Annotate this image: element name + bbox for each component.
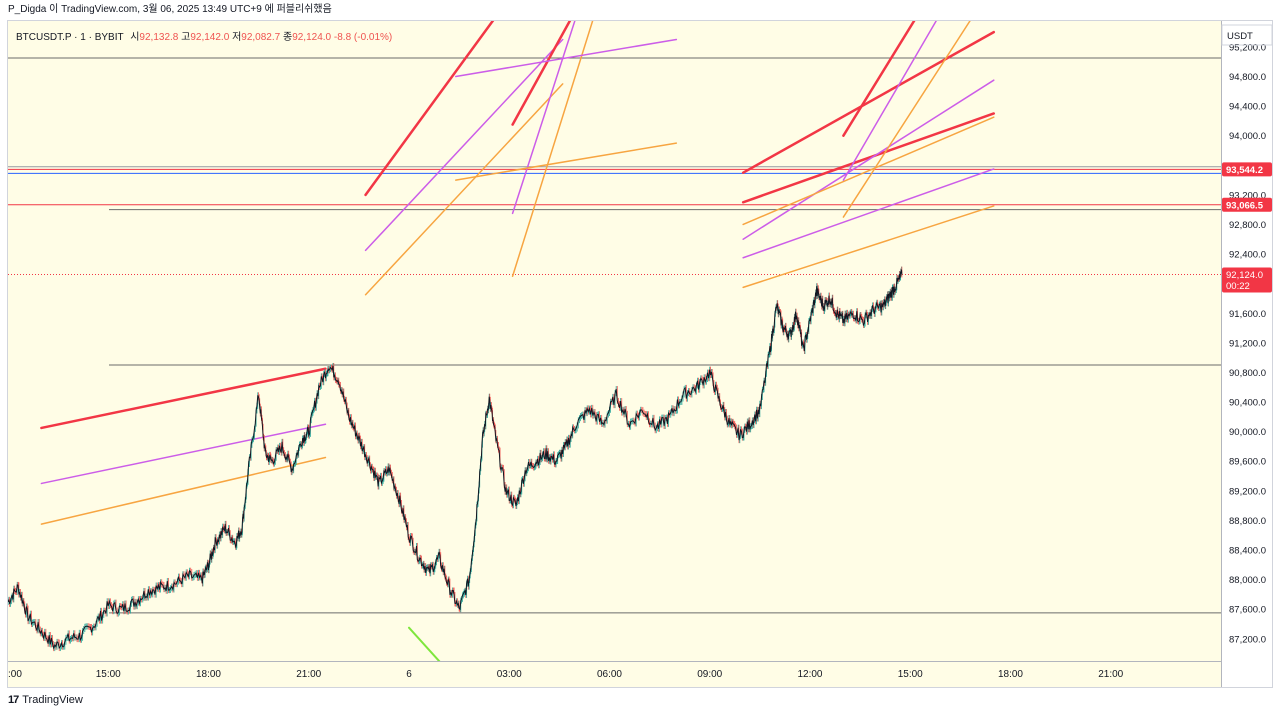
y-tick-label: 88,800.0	[1229, 516, 1266, 527]
tradingview-logo-icon: 17	[8, 694, 19, 706]
low-value: 92,082.7	[241, 32, 281, 43]
level-price-tag	[1222, 162, 1272, 177]
trend-line-5	[511, 21, 594, 278]
current-price-tag	[1222, 267, 1272, 293]
low-label: 저	[232, 32, 242, 43]
open-value: 92,132.8	[139, 32, 179, 43]
x-tick-label: 03:00	[497, 669, 522, 680]
y-tick-label: 94,000.0	[1229, 131, 1266, 142]
high-value: 92,142.0	[190, 32, 230, 43]
trend-line-8	[40, 367, 327, 430]
symbol-legend: BTCUSDT.P · 1 · BYBIT 시92,132.8 고92,142.…	[16, 28, 392, 43]
trend-line-4	[511, 21, 576, 215]
price-series-line	[8, 269, 903, 650]
close-label: 종	[282, 32, 293, 43]
level-price-label: 93,544.2	[1226, 165, 1263, 176]
currency-label: USDT	[1227, 31, 1253, 42]
footer: 17 TradingView	[8, 692, 83, 708]
price-axis-background	[1221, 21, 1272, 687]
y-tick-label: 89,200.0	[1229, 486, 1266, 497]
plot-background	[8, 21, 1221, 661]
y-tick-label: 88,000.0	[1229, 575, 1266, 586]
trend-line-1	[364, 38, 564, 252]
brand-name[interactable]: TradingView	[22, 694, 83, 706]
y-tick-label: 87,600.0	[1229, 605, 1266, 616]
y-tick-label: 94,800.0	[1229, 72, 1266, 83]
y-tick-label: 94,400.0	[1229, 102, 1266, 113]
trend-line-17	[842, 21, 916, 137]
time-axis-background	[8, 661, 1221, 687]
y-tick-label: 95,200.0	[1229, 42, 1266, 53]
trend-line-10	[40, 456, 327, 525]
y-tick-label: 93,200.0	[1229, 190, 1266, 201]
trend-line-2	[364, 83, 564, 296]
x-tick-label: :00	[8, 669, 22, 680]
y-tick-label: 87,200.0	[1229, 634, 1266, 645]
currency-box	[1221, 24, 1272, 46]
current-price-label: 92,124.0	[1226, 270, 1263, 281]
trend-line-9	[40, 423, 327, 485]
trend-line-19	[842, 21, 971, 218]
trend-line-11	[741, 30, 996, 174]
y-tick-label: 92,400.0	[1229, 250, 1266, 261]
y-tick-label: 88,400.0	[1229, 546, 1266, 557]
x-tick-label: 15:00	[96, 669, 121, 680]
x-tick-label: 18:00	[998, 669, 1023, 680]
y-tick-label: 90,800.0	[1229, 368, 1266, 379]
x-tick-label: 12:00	[797, 669, 822, 680]
countdown-label: 00:22	[1226, 281, 1250, 292]
x-tick-label: 09:00	[697, 669, 722, 680]
y-tick-label: 92,800.0	[1229, 220, 1266, 231]
trend-line-0	[364, 21, 495, 197]
level-price-label: 93,066.5	[1226, 200, 1264, 211]
trend-line-16	[742, 116, 995, 226]
y-tick-label: 90,400.0	[1229, 398, 1266, 409]
symbol-name[interactable]: BTCUSDT.P · 1 · BYBIT	[16, 32, 124, 43]
y-tick-label: 89,600.0	[1229, 457, 1266, 468]
open-label: 시	[130, 32, 140, 43]
x-tick-label: 21:00	[296, 669, 321, 680]
chart-frame[interactable]: 87,200.0 87,600.0 88,000.0 88,400.0 88,800.0…	[7, 20, 1273, 688]
x-tick-label: 06:00	[597, 669, 622, 680]
y-tick-label: 91,200.0	[1229, 338, 1266, 349]
x-tick-label: 18:00	[196, 669, 221, 680]
trend-line-7	[455, 142, 678, 181]
x-tick-label: 21:00	[1098, 669, 1123, 680]
trend-line-14	[742, 168, 995, 259]
x-tick-label: 6	[406, 669, 412, 680]
trend-line-13	[742, 79, 995, 241]
trend-line-6	[455, 38, 678, 78]
x-tick-label: 15:00	[898, 669, 923, 680]
trend-line-12	[741, 112, 996, 204]
plot-layer	[8, 21, 1221, 661]
publish-credit: P_Digda 이 TradingView.com, 3월 06, 2025 1…	[8, 4, 332, 15]
price-chart[interactable]: 87,200.0 87,600.0 88,000.0 88,400.0 88,800.0…	[8, 21, 1272, 687]
y-tick-label: 90,000.0	[1229, 427, 1266, 438]
high-label: 고	[181, 32, 191, 43]
y-tick-label: 91,600.0	[1229, 309, 1266, 320]
level-price-tag	[1222, 197, 1272, 212]
close-value: 92,124.0	[292, 32, 332, 43]
trend-line-15	[742, 205, 995, 289]
trend-line-3	[511, 21, 572, 126]
trend-line-18	[842, 21, 937, 181]
trend-line-20	[407, 626, 441, 661]
change-value: -8.8 (-0.01%)	[333, 32, 393, 43]
